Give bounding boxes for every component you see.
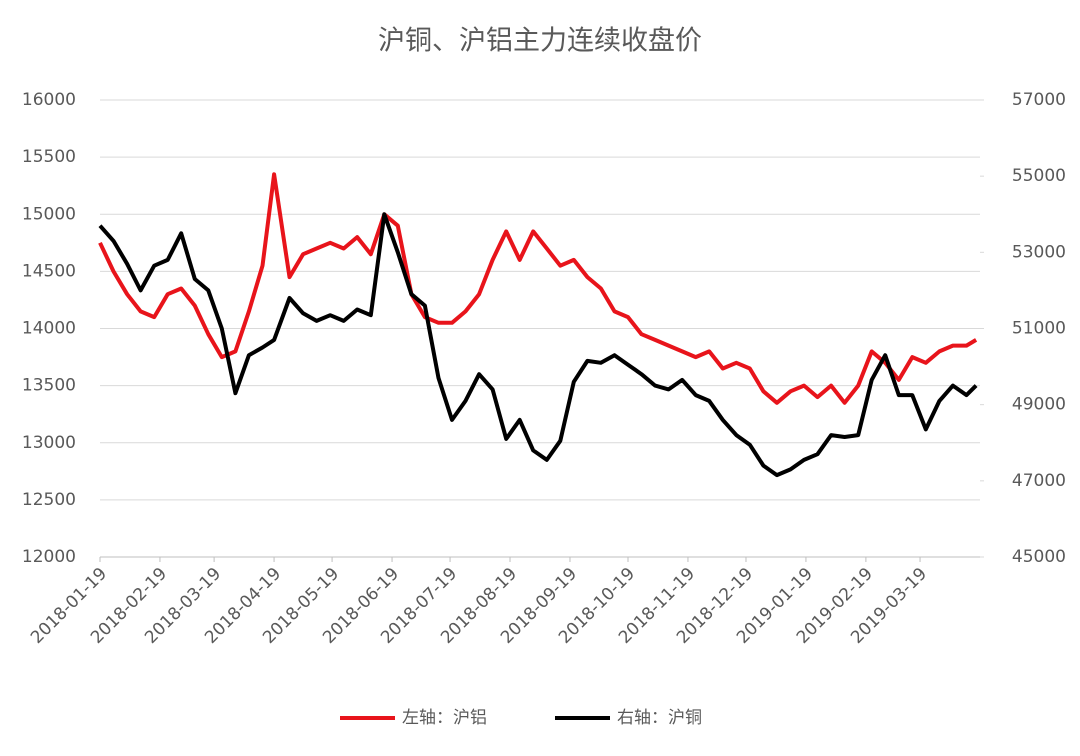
y2-tick-label: 51000 xyxy=(1012,319,1066,339)
y-tick-label: 13000 xyxy=(22,433,76,453)
y2-tick-label: 47000 xyxy=(1012,471,1066,491)
y-tick-label: 14000 xyxy=(22,319,76,339)
y-tick-label: 15500 xyxy=(22,147,76,167)
y-tick-label: 14500 xyxy=(22,261,76,281)
legend-label: 右轴：沪铜 xyxy=(617,708,702,728)
y-tick-label: 12500 xyxy=(22,490,76,510)
legend-label: 左轴：沪铝 xyxy=(402,708,487,728)
y-tick-label: 16000 xyxy=(22,90,76,110)
y2-tick-label: 57000 xyxy=(1012,90,1066,110)
y2-tick-label: 53000 xyxy=(1012,242,1066,262)
series-line xyxy=(98,212,978,478)
y-tick-label: 13500 xyxy=(22,376,76,396)
series-line xyxy=(98,172,978,405)
y2-tick-label: 55000 xyxy=(1012,166,1066,186)
y-tick-label: 15000 xyxy=(22,204,76,224)
y2-tick-label: 45000 xyxy=(1012,547,1066,567)
chart-title: 沪铜、沪铝主力连续收盘价 xyxy=(378,26,702,57)
y-tick-label: 12000 xyxy=(22,547,76,567)
y2-tick-label: 49000 xyxy=(1012,395,1066,415)
